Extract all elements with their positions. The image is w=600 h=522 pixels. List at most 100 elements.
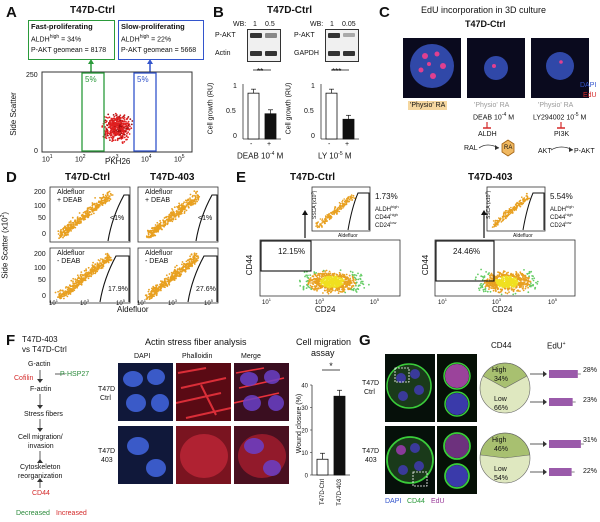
e-dot [508,287,511,290]
g-pie1-high: High [492,367,507,374]
e-dot [323,289,326,292]
wb-left: WB: [233,21,247,28]
e-inset-dot [507,213,510,215]
g-row1b: Ctrl [364,389,375,396]
d-dot [194,198,197,200]
e-inset-dot [338,210,341,213]
scatter-a-dot [123,140,126,143]
g-legend-dapi: DAPI [385,498,402,505]
d-xtick-r5: 105 [204,298,213,308]
d-dot [97,203,99,206]
d-dot [187,201,190,204]
e-inset-dot [510,210,512,212]
g-pie1-highpct: 34% [494,376,509,383]
e-dot [328,289,331,291]
d-dot [167,276,170,279]
d-dot [76,284,79,286]
scatter-a-dot [105,137,108,140]
d-dot [100,258,102,260]
d-dot [176,211,178,214]
e-dot [509,282,511,285]
d-dot [106,192,109,194]
e-dot [527,291,530,294]
d-dot [67,225,70,228]
scatter-a-dot [130,123,133,126]
e-dot [323,276,326,279]
d-dot [72,282,75,285]
e-inset-dot [345,203,348,205]
panel-d: D T47D-Ctrl T47D-403 Aldefluor + DEAB <1… [0,165,230,315]
d-dot [186,259,189,262]
gate-left-pct: 5% [85,75,97,84]
d-dot [107,194,109,197]
e-inset-dot [498,217,501,220]
e-dot [480,282,482,285]
e-dot [346,280,348,283]
scatter-a-dot [122,128,124,131]
e-inset-dot [519,199,522,202]
d-dot [76,274,79,277]
e-inset-dot [511,212,514,214]
e-dot [359,284,361,287]
panel-b: B T47D-Ctrl WB: 1 0.5 P-AKT Actin WB: 1 … [205,0,375,165]
scatter-a-dot [121,126,124,129]
d-tr-pct: <1% [198,215,213,222]
e-dot [325,273,328,275]
e-dot [352,288,355,291]
d-dot [183,269,186,272]
d-dot [63,292,66,295]
e-inset-dot [516,201,518,204]
e-dot [341,288,343,291]
e-dot [515,280,518,283]
d-tl-l2: + DEAB [57,197,83,204]
edu-img-1 [403,38,461,98]
e-dot [511,282,514,285]
e-dot [307,274,309,277]
d-dot [174,266,177,269]
e-dot [325,269,328,272]
d-dot [104,202,107,205]
f-col-phalloidin: Phalloidin [182,353,213,360]
d-dot [95,209,98,211]
f-cyto1: Cytoskeleton [20,464,61,471]
d-dot [163,286,166,288]
scatter-a-dot [117,127,120,130]
e-dot [311,287,314,290]
scatter-a-dot [117,129,120,132]
c-legend-dapi: DAPI [580,82,597,89]
f-bar [333,395,346,476]
scatter-a-dot [116,123,119,125]
e-dot [368,283,370,286]
d-dot [187,205,190,208]
e-dot [326,285,329,287]
e-dot [323,280,326,283]
edu-img-3-svg [546,52,574,80]
d-dot [145,294,148,297]
e-dot [519,290,521,292]
scatter-a-dot [111,121,113,124]
scatter-a-dot [121,137,124,139]
e-dot [317,273,319,275]
panel-e: E T47D-Ctrl T47D-403 1.73% ALDHhigh CD44… [230,165,600,315]
edu-img-1-svg [410,44,454,88]
e-dot [330,282,333,285]
scatter-a-dot [119,121,122,124]
d-dot [181,261,184,263]
blot-left-band1 [250,33,262,38]
e-left-inset-y: SSCA (x103) [309,190,319,220]
f-row2a: T47D [98,448,116,455]
scatter-a-dot [112,136,115,139]
d-dot [159,222,161,225]
d-dot [160,289,162,292]
d-dot [197,196,200,199]
e-dot [525,285,527,288]
b-bar [247,92,260,140]
e-inset-dot [335,212,338,214]
e-dot [316,288,319,290]
e-dot [328,270,331,273]
d-dot [156,284,159,286]
d-dot [195,258,198,260]
g-pie-high [482,362,528,389]
d-dot [67,227,70,230]
e-dot [351,286,353,289]
